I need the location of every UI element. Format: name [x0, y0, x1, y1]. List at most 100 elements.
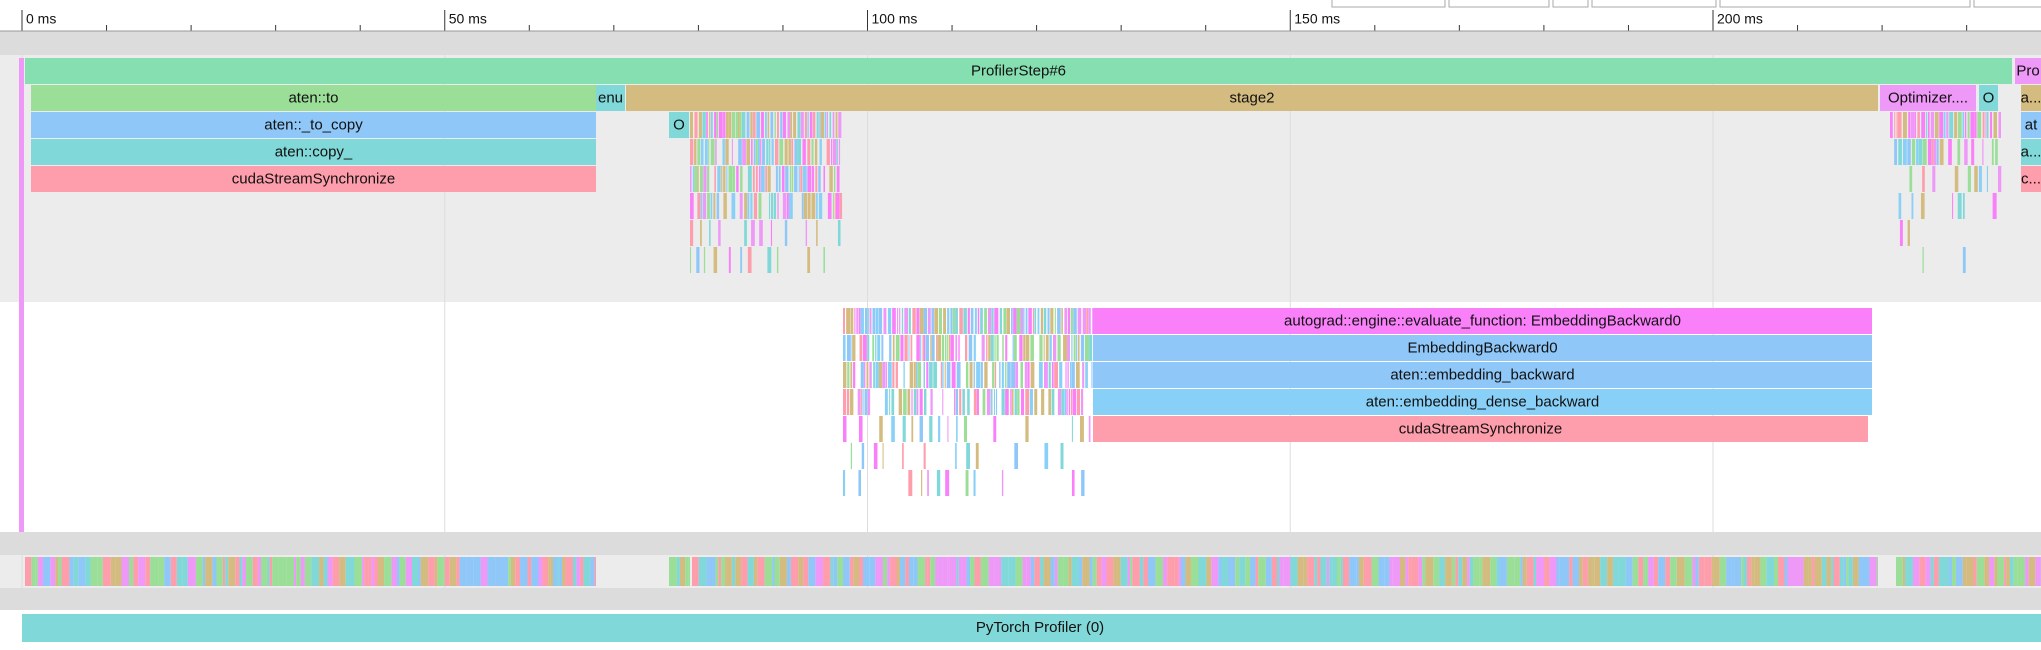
event-slice [980, 308, 983, 334]
event-slice [1962, 247, 1966, 273]
event-slice [1048, 389, 1051, 415]
event-slice [967, 389, 970, 415]
event-slice [835, 193, 840, 219]
event-slice [1993, 112, 1998, 138]
event-slice [923, 389, 927, 415]
overview-slice [1751, 557, 1755, 586]
event-slice [767, 166, 771, 192]
event-slice [887, 308, 892, 334]
overview-slice [1692, 557, 1696, 586]
process-header [0, 31, 2041, 55]
event-slice [962, 389, 965, 415]
event-slice [916, 389, 919, 415]
event-slice [923, 308, 928, 334]
overview-slice [495, 557, 502, 586]
event-slice [823, 166, 826, 192]
event-slice [1974, 166, 1978, 192]
event-slice [1927, 139, 1932, 165]
event-slice [1016, 308, 1021, 334]
event-slice [1070, 389, 1073, 415]
event-slice [694, 166, 698, 192]
overview-slice [1625, 557, 1633, 586]
event-slice [1958, 112, 1962, 138]
overview-slice [887, 557, 891, 586]
event-slice [892, 362, 895, 388]
slice [2021, 166, 2041, 192]
event-slice [702, 112, 706, 138]
event-slice [883, 308, 887, 334]
overview-slice [1794, 557, 1801, 586]
event-slice [1015, 362, 1019, 388]
event-slice [738, 139, 742, 165]
overview-slice [1063, 557, 1069, 586]
event-slice [923, 443, 926, 469]
button[interactable] [1448, 0, 1550, 8]
overview-slice [195, 557, 203, 586]
overview-slice [1490, 557, 1497, 586]
event-slice [1013, 335, 1017, 361]
slice [1093, 389, 1872, 415]
overview-slice [935, 557, 943, 586]
button[interactable] [1591, 0, 1717, 8]
slice-label: aten::embedding_dense_backward [1366, 393, 1600, 410]
event-slice [913, 362, 916, 388]
overview-slice [327, 557, 333, 586]
event-slice [694, 112, 698, 138]
overview-slice [1026, 557, 1031, 586]
overview-slice [764, 557, 773, 586]
overview-slice [590, 557, 595, 586]
event-slice [912, 308, 916, 334]
overview-slice [1569, 557, 1573, 586]
slice-label: aten::to [288, 89, 338, 106]
overview-slice [1984, 557, 1990, 586]
event-slice [1069, 362, 1072, 388]
overview-slice [1469, 557, 1474, 586]
event-slice [773, 193, 777, 219]
event-slice [1054, 362, 1059, 388]
event-slice [722, 139, 725, 165]
event-slice [1045, 335, 1049, 361]
overview-slice [1271, 557, 1277, 586]
event-slice [922, 335, 924, 361]
overview-slice [286, 557, 295, 586]
event-slice [955, 335, 958, 361]
overview-slice [1050, 557, 1055, 586]
event-slice [791, 166, 794, 192]
overview-slice [2025, 557, 2029, 586]
event-slice [1991, 139, 1994, 165]
overview-slice [434, 557, 438, 586]
overview-slice [515, 557, 521, 586]
event-slice [1050, 308, 1054, 334]
overview-slice [548, 557, 551, 586]
event-slice [826, 139, 830, 165]
event-slice [837, 220, 841, 246]
event-slice [1014, 443, 1018, 469]
event-slice [1997, 166, 2002, 192]
overview-slice [1653, 557, 1659, 586]
button[interactable] [1331, 0, 1446, 8]
event-slice [1049, 335, 1052, 361]
search-box[interactable] [1719, 0, 1971, 8]
overview-slice [170, 557, 177, 586]
overview-slice [772, 557, 775, 586]
overview-slice [412, 557, 418, 586]
event-slice [929, 362, 933, 388]
event-slice [805, 220, 808, 246]
event-slice [1986, 166, 1989, 192]
overview-slice [202, 557, 206, 586]
overview-slice [304, 557, 312, 586]
overview-slice [384, 557, 392, 586]
slice-label: ProfilerStep#6 [971, 62, 1066, 79]
event-slice [875, 362, 879, 388]
event-slice [811, 166, 814, 192]
overview-slice [882, 557, 888, 586]
button[interactable] [1973, 0, 2041, 8]
overview-slice [711, 557, 716, 586]
event-slice [1957, 139, 1961, 165]
event-slice [747, 166, 752, 192]
slice [626, 85, 1878, 111]
overview-slice [350, 557, 355, 586]
overview-slice [917, 557, 926, 586]
button[interactable] [1552, 0, 1589, 8]
event-slice [1061, 308, 1063, 334]
